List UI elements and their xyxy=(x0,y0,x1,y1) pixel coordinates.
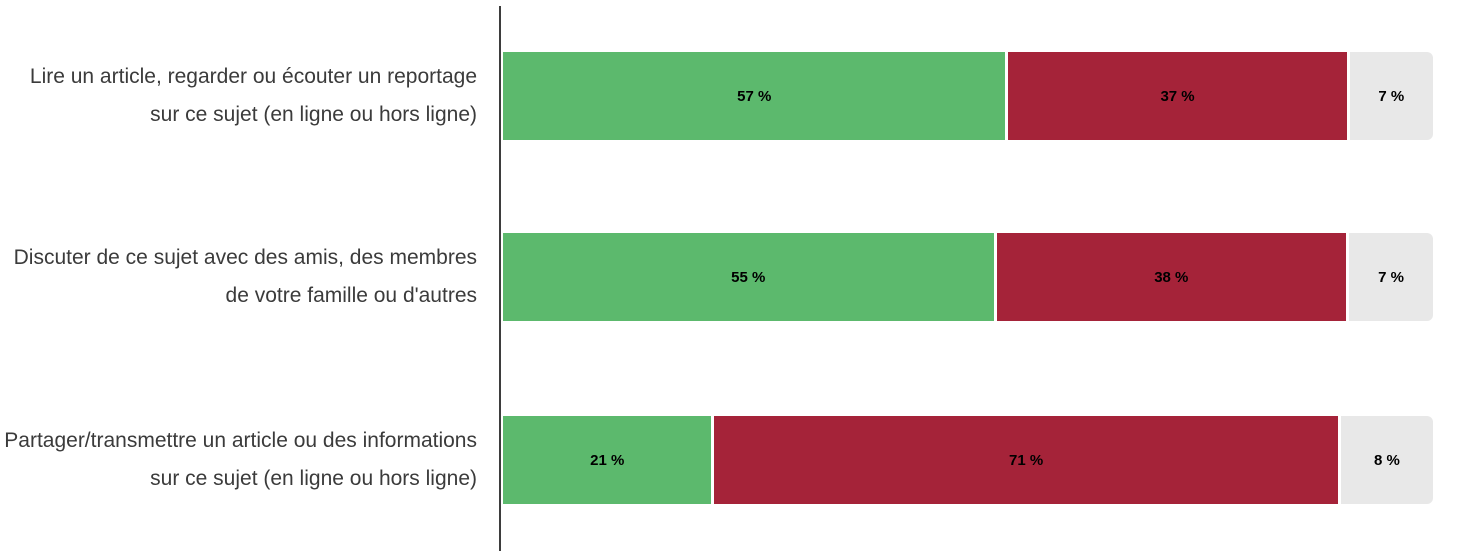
bar-track: 21 % 71 % 8 % xyxy=(503,416,1433,504)
value-label: 7 % xyxy=(1378,87,1405,105)
bar-segment-gray: 8 % xyxy=(1340,416,1433,504)
chart-row: Lire un article, regarder ou écouter un … xyxy=(0,52,1433,140)
chart-row: Discuter de ce sujet avec des amis, des … xyxy=(0,233,1433,321)
bar-segment-gray: 7 % xyxy=(1349,233,1433,321)
value-label: 37 % xyxy=(1160,87,1195,105)
value-label: 55 % xyxy=(731,268,766,286)
bar-track: 57 % 37 % 7 % xyxy=(503,52,1433,140)
value-label: 8 % xyxy=(1373,451,1400,469)
value-label: 21 % xyxy=(590,451,625,469)
bar-segment-green: 55 % xyxy=(503,233,994,321)
bar-segment-green: 21 % xyxy=(503,416,712,504)
value-label: 57 % xyxy=(737,87,772,105)
y-axis-line xyxy=(499,6,501,551)
bar-segment-red: 38 % xyxy=(996,233,1347,321)
category-label: Partager/transmettre un article ou des i… xyxy=(4,429,477,490)
chart-row: Partager/transmettre un article ou des i… xyxy=(0,416,1433,504)
bar-segment-red: 71 % xyxy=(714,416,1338,504)
value-label: 71 % xyxy=(1009,451,1044,469)
category-label: Discuter de ce sujet avec des amis, des … xyxy=(13,246,477,307)
bar-segment-red: 37 % xyxy=(1008,52,1347,140)
bar-segment-green: 57 % xyxy=(503,52,1006,140)
bar-segment-gray: 7 % xyxy=(1349,52,1433,140)
bar-track: 55 % 38 % 7 % xyxy=(503,233,1433,321)
value-label: 7 % xyxy=(1378,268,1404,286)
category-label: Lire un article, regarder ou écouter un … xyxy=(29,65,477,126)
value-label: 38 % xyxy=(1154,268,1189,286)
